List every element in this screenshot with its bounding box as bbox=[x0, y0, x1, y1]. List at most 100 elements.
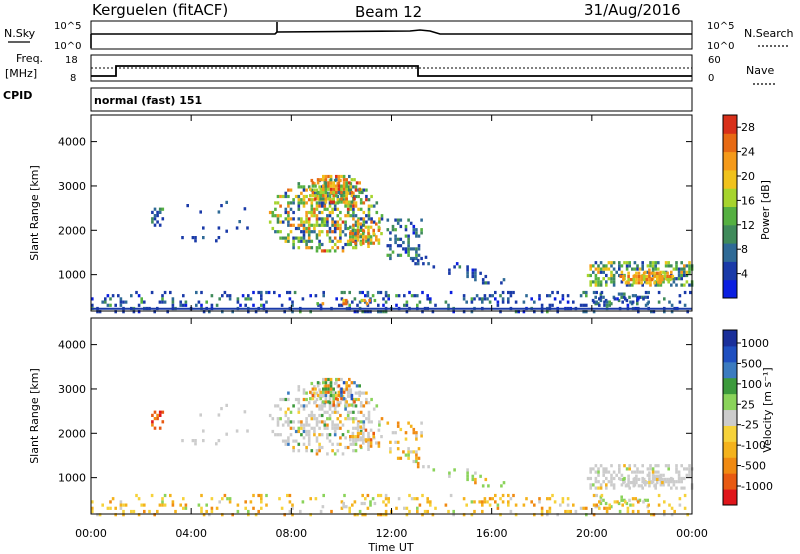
power-cell bbox=[352, 217, 355, 221]
velocity-cell bbox=[409, 424, 413, 428]
power-cell bbox=[416, 294, 419, 298]
power-cell bbox=[339, 217, 342, 221]
velocity-cell bbox=[579, 506, 583, 510]
velocity-cell bbox=[279, 417, 282, 421]
power-cell bbox=[324, 194, 328, 198]
velocity-cell bbox=[634, 497, 637, 501]
power-cell bbox=[287, 239, 290, 243]
velocity-cell bbox=[328, 407, 332, 411]
power-cell bbox=[512, 290, 515, 295]
power-cell bbox=[632, 278, 636, 282]
power-cell bbox=[346, 214, 350, 218]
velocity-cell bbox=[484, 477, 488, 482]
velocity-cell bbox=[158, 410, 162, 414]
power-cell bbox=[618, 264, 621, 268]
velocity-cell bbox=[307, 413, 311, 418]
power-cell bbox=[348, 174, 351, 179]
power-cell bbox=[628, 283, 631, 287]
velocity-cell bbox=[124, 503, 128, 507]
power-cell bbox=[320, 201, 324, 205]
power-cell bbox=[494, 297, 497, 301]
power-cell bbox=[509, 290, 513, 295]
power-cell bbox=[635, 271, 638, 275]
power-cell bbox=[458, 265, 462, 269]
velocity-cell bbox=[316, 393, 320, 398]
power-cell bbox=[345, 200, 348, 204]
velocity-cell bbox=[413, 497, 416, 501]
velocity-cell bbox=[367, 441, 370, 445]
velocity-cell bbox=[200, 506, 203, 510]
velocity-cell bbox=[305, 417, 308, 421]
power-cell bbox=[662, 270, 665, 274]
power-cell bbox=[336, 220, 340, 224]
velocity-cell bbox=[161, 500, 164, 504]
power-cell bbox=[293, 290, 297, 295]
power-cell bbox=[689, 290, 692, 295]
velocity-cell bbox=[354, 442, 358, 446]
velocity-cell bbox=[354, 404, 358, 408]
power-cell bbox=[491, 294, 494, 298]
power-cell bbox=[271, 226, 275, 231]
power-cell bbox=[361, 290, 364, 295]
power-cell bbox=[297, 204, 301, 208]
velocity-cell bbox=[271, 417, 275, 421]
velocity-cell bbox=[336, 397, 340, 402]
power-cell bbox=[657, 290, 661, 295]
power-cell bbox=[231, 310, 234, 314]
velocity-cell bbox=[351, 435, 355, 439]
power-cell bbox=[274, 201, 277, 205]
power-cell bbox=[326, 220, 329, 224]
power-cell bbox=[247, 294, 250, 298]
velocity-cell bbox=[610, 480, 613, 484]
power-cell bbox=[319, 303, 323, 307]
power-cell bbox=[153, 217, 157, 221]
velocity-cell bbox=[294, 439, 298, 443]
velocity-cell bbox=[315, 404, 319, 408]
velocity-cell bbox=[627, 474, 630, 478]
power-cell bbox=[315, 194, 319, 199]
velocity-cell bbox=[323, 404, 327, 408]
power-cell bbox=[351, 238, 355, 242]
velocity-cell bbox=[318, 381, 321, 386]
power-cell bbox=[122, 300, 125, 304]
velocity-cell bbox=[655, 477, 659, 481]
power-cell bbox=[605, 280, 608, 284]
velocity-cell bbox=[274, 404, 277, 408]
power-cell bbox=[356, 310, 359, 314]
power-cell bbox=[307, 233, 311, 237]
velocity-cell bbox=[372, 431, 375, 435]
velocity-cell bbox=[342, 390, 346, 394]
power-cell bbox=[382, 303, 385, 307]
power-cell bbox=[333, 204, 337, 208]
power-cell bbox=[328, 194, 332, 199]
power-cell bbox=[318, 201, 321, 205]
velocity-cell bbox=[370, 420, 373, 424]
power-cell bbox=[657, 300, 661, 304]
velocity-cell bbox=[675, 480, 678, 484]
velocity-cell bbox=[574, 509, 578, 514]
power-cell bbox=[300, 220, 303, 224]
power-cell bbox=[352, 204, 355, 208]
velocity-cell bbox=[326, 410, 329, 414]
velocity-cell bbox=[589, 470, 592, 474]
power-cell bbox=[151, 217, 154, 221]
velocity-cell bbox=[396, 440, 400, 444]
power-cell bbox=[688, 261, 691, 265]
power-cell bbox=[499, 294, 502, 298]
power-cell bbox=[311, 184, 315, 188]
velocity-cell bbox=[358, 393, 361, 398]
power-cell bbox=[466, 265, 469, 269]
power-cell bbox=[243, 207, 247, 211]
power-cell bbox=[356, 225, 360, 229]
power-cell bbox=[658, 281, 662, 285]
power-cell bbox=[350, 190, 354, 195]
power-cell bbox=[336, 239, 340, 243]
power-cell bbox=[309, 187, 312, 191]
power-cell bbox=[631, 283, 634, 287]
velocity-cell bbox=[416, 506, 419, 510]
power-cell bbox=[236, 297, 240, 301]
nsky-trace bbox=[91, 29, 692, 35]
velocity-cell bbox=[412, 431, 416, 435]
power-cell bbox=[339, 239, 342, 243]
